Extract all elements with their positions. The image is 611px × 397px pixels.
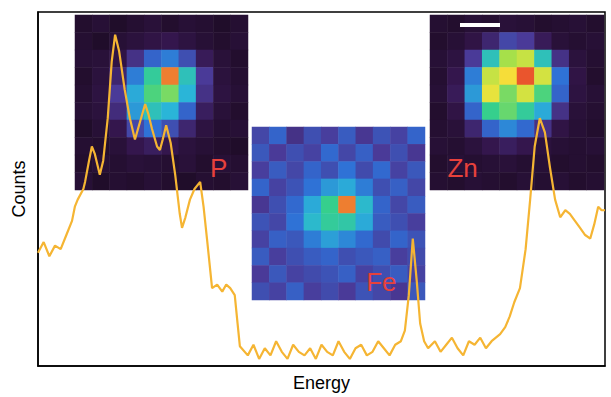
svg-text:P: P: [210, 153, 227, 183]
svg-text:Energy: Energy: [293, 373, 350, 393]
svg-text:Counts: Counts: [9, 160, 29, 217]
svg-text:Fe: Fe: [366, 267, 396, 297]
svg-text:Zn: Zn: [447, 153, 477, 183]
